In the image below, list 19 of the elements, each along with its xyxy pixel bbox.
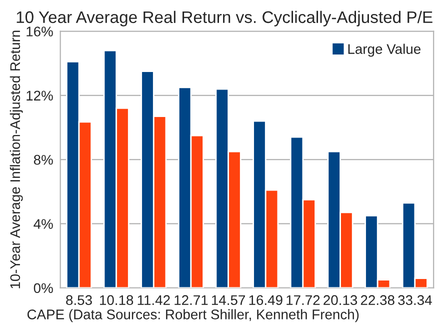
y-axis-title: 10-Year Average Inflation-Adjusted Return xyxy=(10,30,23,288)
y-tick-label: 8% xyxy=(34,154,53,165)
x-tick-label: 22.38 xyxy=(360,295,394,306)
x-tick-label: 12.71 xyxy=(174,295,208,305)
legend-label: Large Value xyxy=(348,44,420,57)
x-tick-label: 33.34 xyxy=(398,295,432,306)
x-tick-label: 10.18 xyxy=(100,295,134,306)
y-tick-label: 0% xyxy=(34,283,53,294)
x-axis-title: CAPE (Data Sources: Robert Shiller, Kenneth French) xyxy=(27,309,359,322)
x-tick-label: 17.72 xyxy=(286,295,320,305)
x-tick-label: 20.13 xyxy=(324,295,358,306)
x-tick-label: 8.53 xyxy=(66,295,92,306)
y-tick-label: 4% xyxy=(34,219,53,229)
x-tick-label: 11.42 xyxy=(138,295,170,305)
x-tick-label: 14.57 xyxy=(212,295,245,306)
chart-title: 10 Year Average Real Return vs. Cyclically-Adjusted P/E xyxy=(16,10,432,26)
y-tick-label: 12% xyxy=(26,90,53,101)
y-tick-label: 16% xyxy=(26,26,53,36)
x-tick-label: 16.49 xyxy=(249,295,282,306)
